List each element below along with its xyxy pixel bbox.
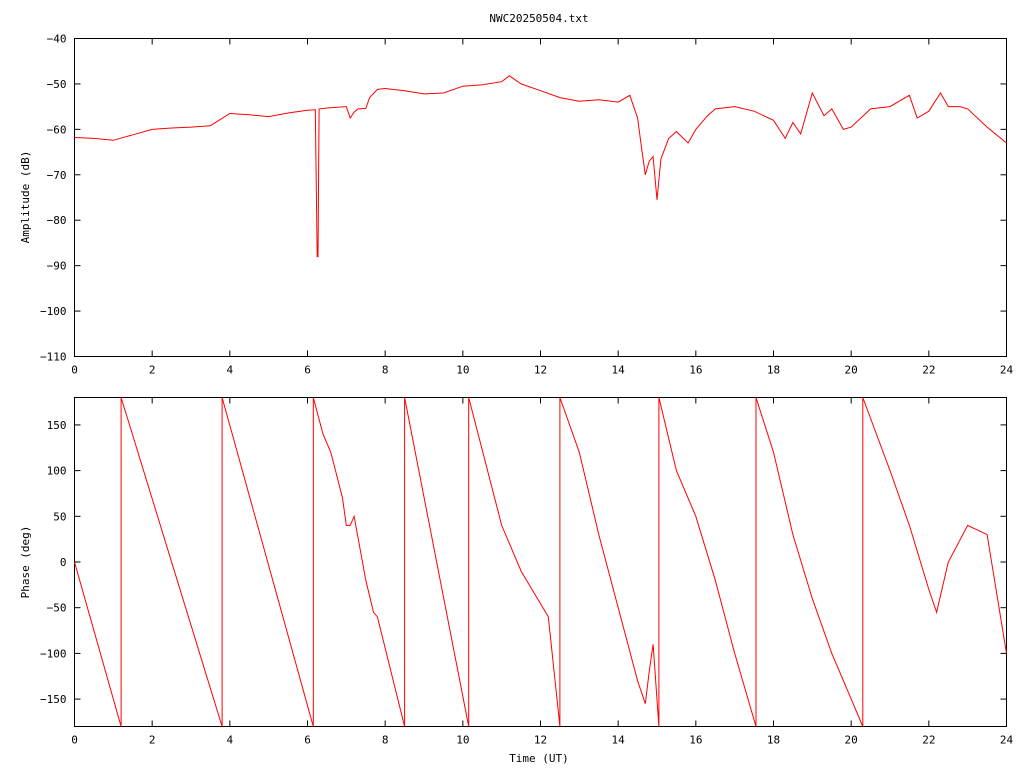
x-tick-label: 24 bbox=[1000, 364, 1014, 377]
x-tick-label: 12 bbox=[534, 734, 547, 747]
phase-plot-frame bbox=[74, 397, 1007, 727]
x-tick-label: 2 bbox=[149, 734, 156, 747]
x-tick-label: 14 bbox=[612, 734, 626, 747]
x-tick-label: 22 bbox=[922, 734, 935, 747]
x-tick-label: 0 bbox=[71, 734, 78, 747]
y-tick-label: −110 bbox=[40, 351, 67, 364]
phase-panel: 0 2 4 6 8 10 12 14 16 18 20 22 24150100500−50−100−15… bbox=[19, 397, 1014, 765]
x-tick-label: 6 bbox=[304, 364, 311, 377]
y-tick-label: 100 bbox=[47, 465, 67, 478]
phase-y-axis-label: Phase (deg) bbox=[19, 526, 32, 599]
y-tick-label: −50 bbox=[47, 78, 67, 91]
y-tick-label: −60 bbox=[47, 123, 67, 136]
x-tick-label: 20 bbox=[845, 364, 858, 377]
phase-series-line bbox=[74, 397, 1007, 727]
y-tick-label: 0 bbox=[60, 556, 67, 569]
x-tick-label: 8 bbox=[382, 734, 389, 747]
x-tick-label: 4 bbox=[227, 734, 234, 747]
x-axis-label: Time (UT) bbox=[509, 752, 569, 765]
x-tick-label: 10 bbox=[456, 364, 469, 377]
y-tick-label: −40 bbox=[47, 33, 67, 46]
x-tick-label: 24 bbox=[1000, 734, 1014, 747]
x-tick-label: 12 bbox=[534, 364, 547, 377]
y-tick-label: −80 bbox=[47, 214, 67, 227]
y-tick-label: −70 bbox=[47, 169, 67, 182]
x-tick-label: 22 bbox=[922, 364, 935, 377]
x-tick-label: 20 bbox=[845, 734, 858, 747]
x-tick-label: 10 bbox=[456, 734, 469, 747]
x-tick-label: 16 bbox=[689, 364, 702, 377]
x-tick-label: 2 bbox=[149, 364, 156, 377]
amplitude-panel: 0 2 4 6 8 10 12 14 16 18 20 22 24−40−50−60−70−80−90−… bbox=[19, 33, 1013, 377]
x-tick-label: 18 bbox=[767, 734, 780, 747]
amplitude-plot-frame bbox=[74, 38, 1007, 357]
amplitude-y-axis-label: Amplitude (dB) bbox=[19, 151, 32, 244]
chart-title: NWC20250504.txt bbox=[489, 12, 588, 25]
y-tick-label: 50 bbox=[53, 510, 66, 523]
y-tick-label: 150 bbox=[47, 419, 67, 432]
amplitude-series-line bbox=[74, 75, 1007, 258]
x-tick-label: 18 bbox=[767, 364, 780, 377]
x-tick-label: 8 bbox=[382, 364, 389, 377]
y-tick-label: −100 bbox=[40, 647, 67, 660]
x-tick-label: 14 bbox=[612, 364, 626, 377]
y-tick-label: −90 bbox=[47, 260, 67, 273]
y-tick-label: −50 bbox=[47, 602, 67, 615]
x-tick-label: 0 bbox=[71, 364, 78, 377]
x-tick-label: 6 bbox=[304, 734, 311, 747]
y-tick-label: −150 bbox=[40, 693, 67, 706]
x-tick-label: 4 bbox=[227, 364, 234, 377]
phase-axes: 0 2 4 6 8 10 12 14 16 18 20 22 24150100500−50−100−15… bbox=[40, 397, 1014, 747]
x-tick-label: 16 bbox=[689, 734, 702, 747]
amplitude-axes: 0 2 4 6 8 10 12 14 16 18 20 22 24−40−50−60−70−80−90−… bbox=[40, 33, 1013, 377]
y-tick-label: −100 bbox=[40, 305, 67, 318]
